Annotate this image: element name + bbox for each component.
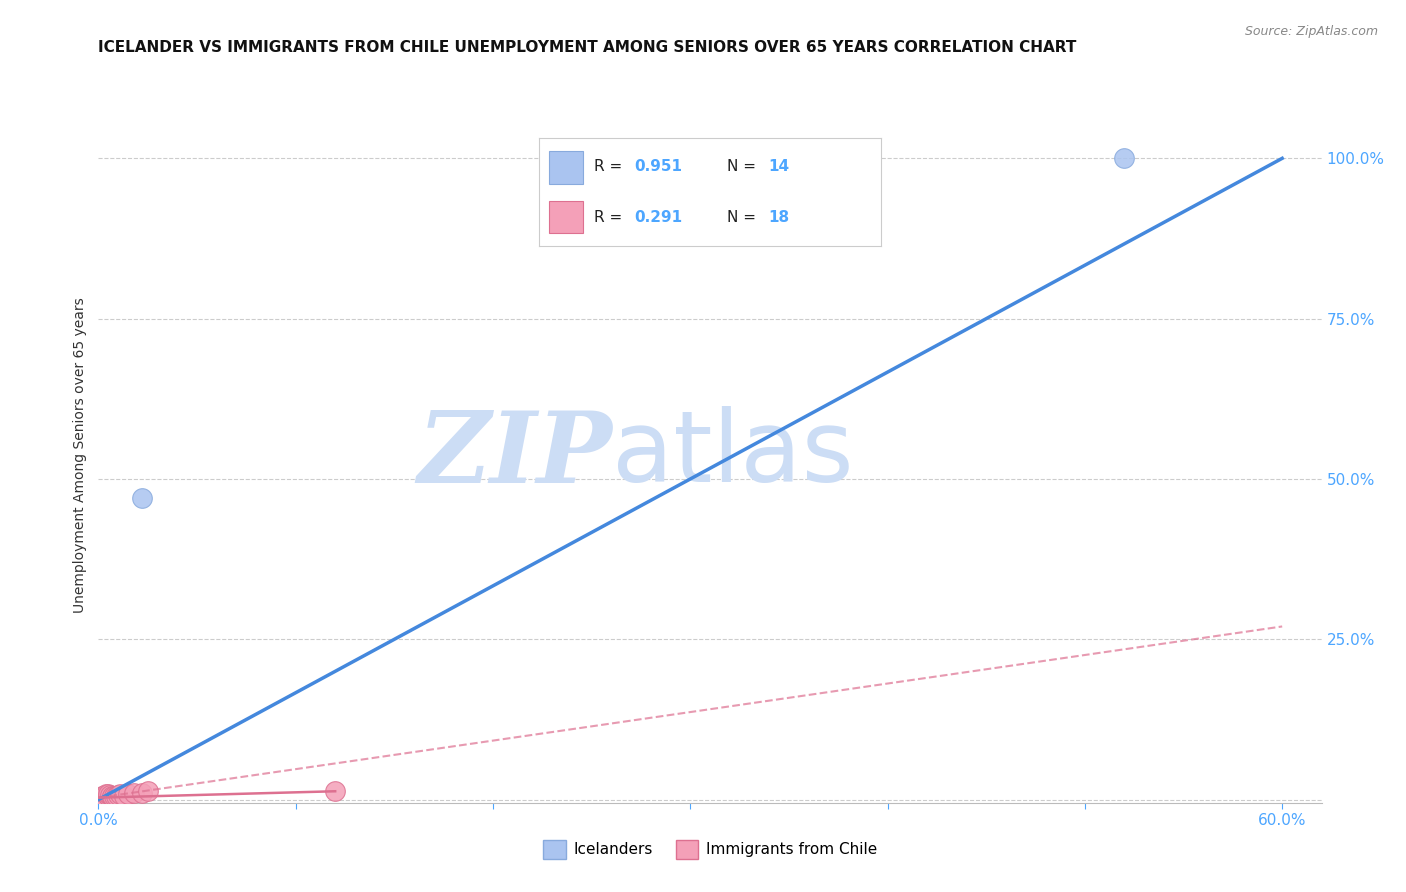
Text: R =: R = [593, 211, 627, 225]
Point [93, 791, 115, 805]
Text: atlas: atlas [612, 407, 853, 503]
Text: 0.291: 0.291 [634, 211, 683, 225]
Point [136, 784, 159, 798]
Point [107, 788, 129, 802]
Text: 18: 18 [768, 211, 789, 225]
Point [111, 790, 134, 805]
Point [131, 785, 153, 799]
Point [323, 783, 346, 797]
Point [96, 788, 118, 802]
Point [1114, 152, 1136, 166]
Point [97, 790, 120, 805]
Text: ICELANDER VS IMMIGRANTS FROM CHILE UNEMPLOYMENT AMONG SENIORS OVER 65 YEARS CORR: ICELANDER VS IMMIGRANTS FROM CHILE UNEMP… [98, 40, 1077, 55]
Point [103, 790, 125, 805]
Legend: Icelanders, Immigrants from Chile: Icelanders, Immigrants from Chile [537, 834, 883, 864]
Point [103, 789, 125, 804]
Point [112, 789, 135, 804]
Point [103, 790, 125, 805]
Point [105, 789, 128, 803]
Point [97, 787, 120, 801]
Point [96, 792, 118, 806]
Point [117, 787, 139, 801]
Text: N =: N = [727, 160, 761, 175]
Point [97, 789, 120, 804]
Point [101, 790, 124, 805]
Point [101, 790, 124, 805]
Point [107, 789, 129, 803]
Y-axis label: Unemployment Among Seniors over 65 years: Unemployment Among Seniors over 65 years [73, 297, 87, 613]
Point [101, 789, 124, 803]
Text: ZIP: ZIP [418, 407, 612, 503]
Text: 0.951: 0.951 [634, 160, 683, 175]
Point [97, 790, 120, 805]
Point [98, 788, 121, 802]
Point [108, 788, 131, 802]
Text: Source: ZipAtlas.com: Source: ZipAtlas.com [1244, 25, 1378, 38]
FancyBboxPatch shape [550, 152, 583, 184]
Point [122, 786, 145, 800]
Point [131, 491, 153, 506]
Point [101, 789, 124, 804]
Point [98, 791, 121, 805]
Text: 14: 14 [768, 160, 789, 175]
Point [93, 790, 115, 805]
Point [91, 789, 114, 803]
Text: N =: N = [727, 211, 761, 225]
Text: R =: R = [593, 160, 627, 175]
FancyBboxPatch shape [550, 201, 583, 233]
Point [105, 791, 128, 805]
